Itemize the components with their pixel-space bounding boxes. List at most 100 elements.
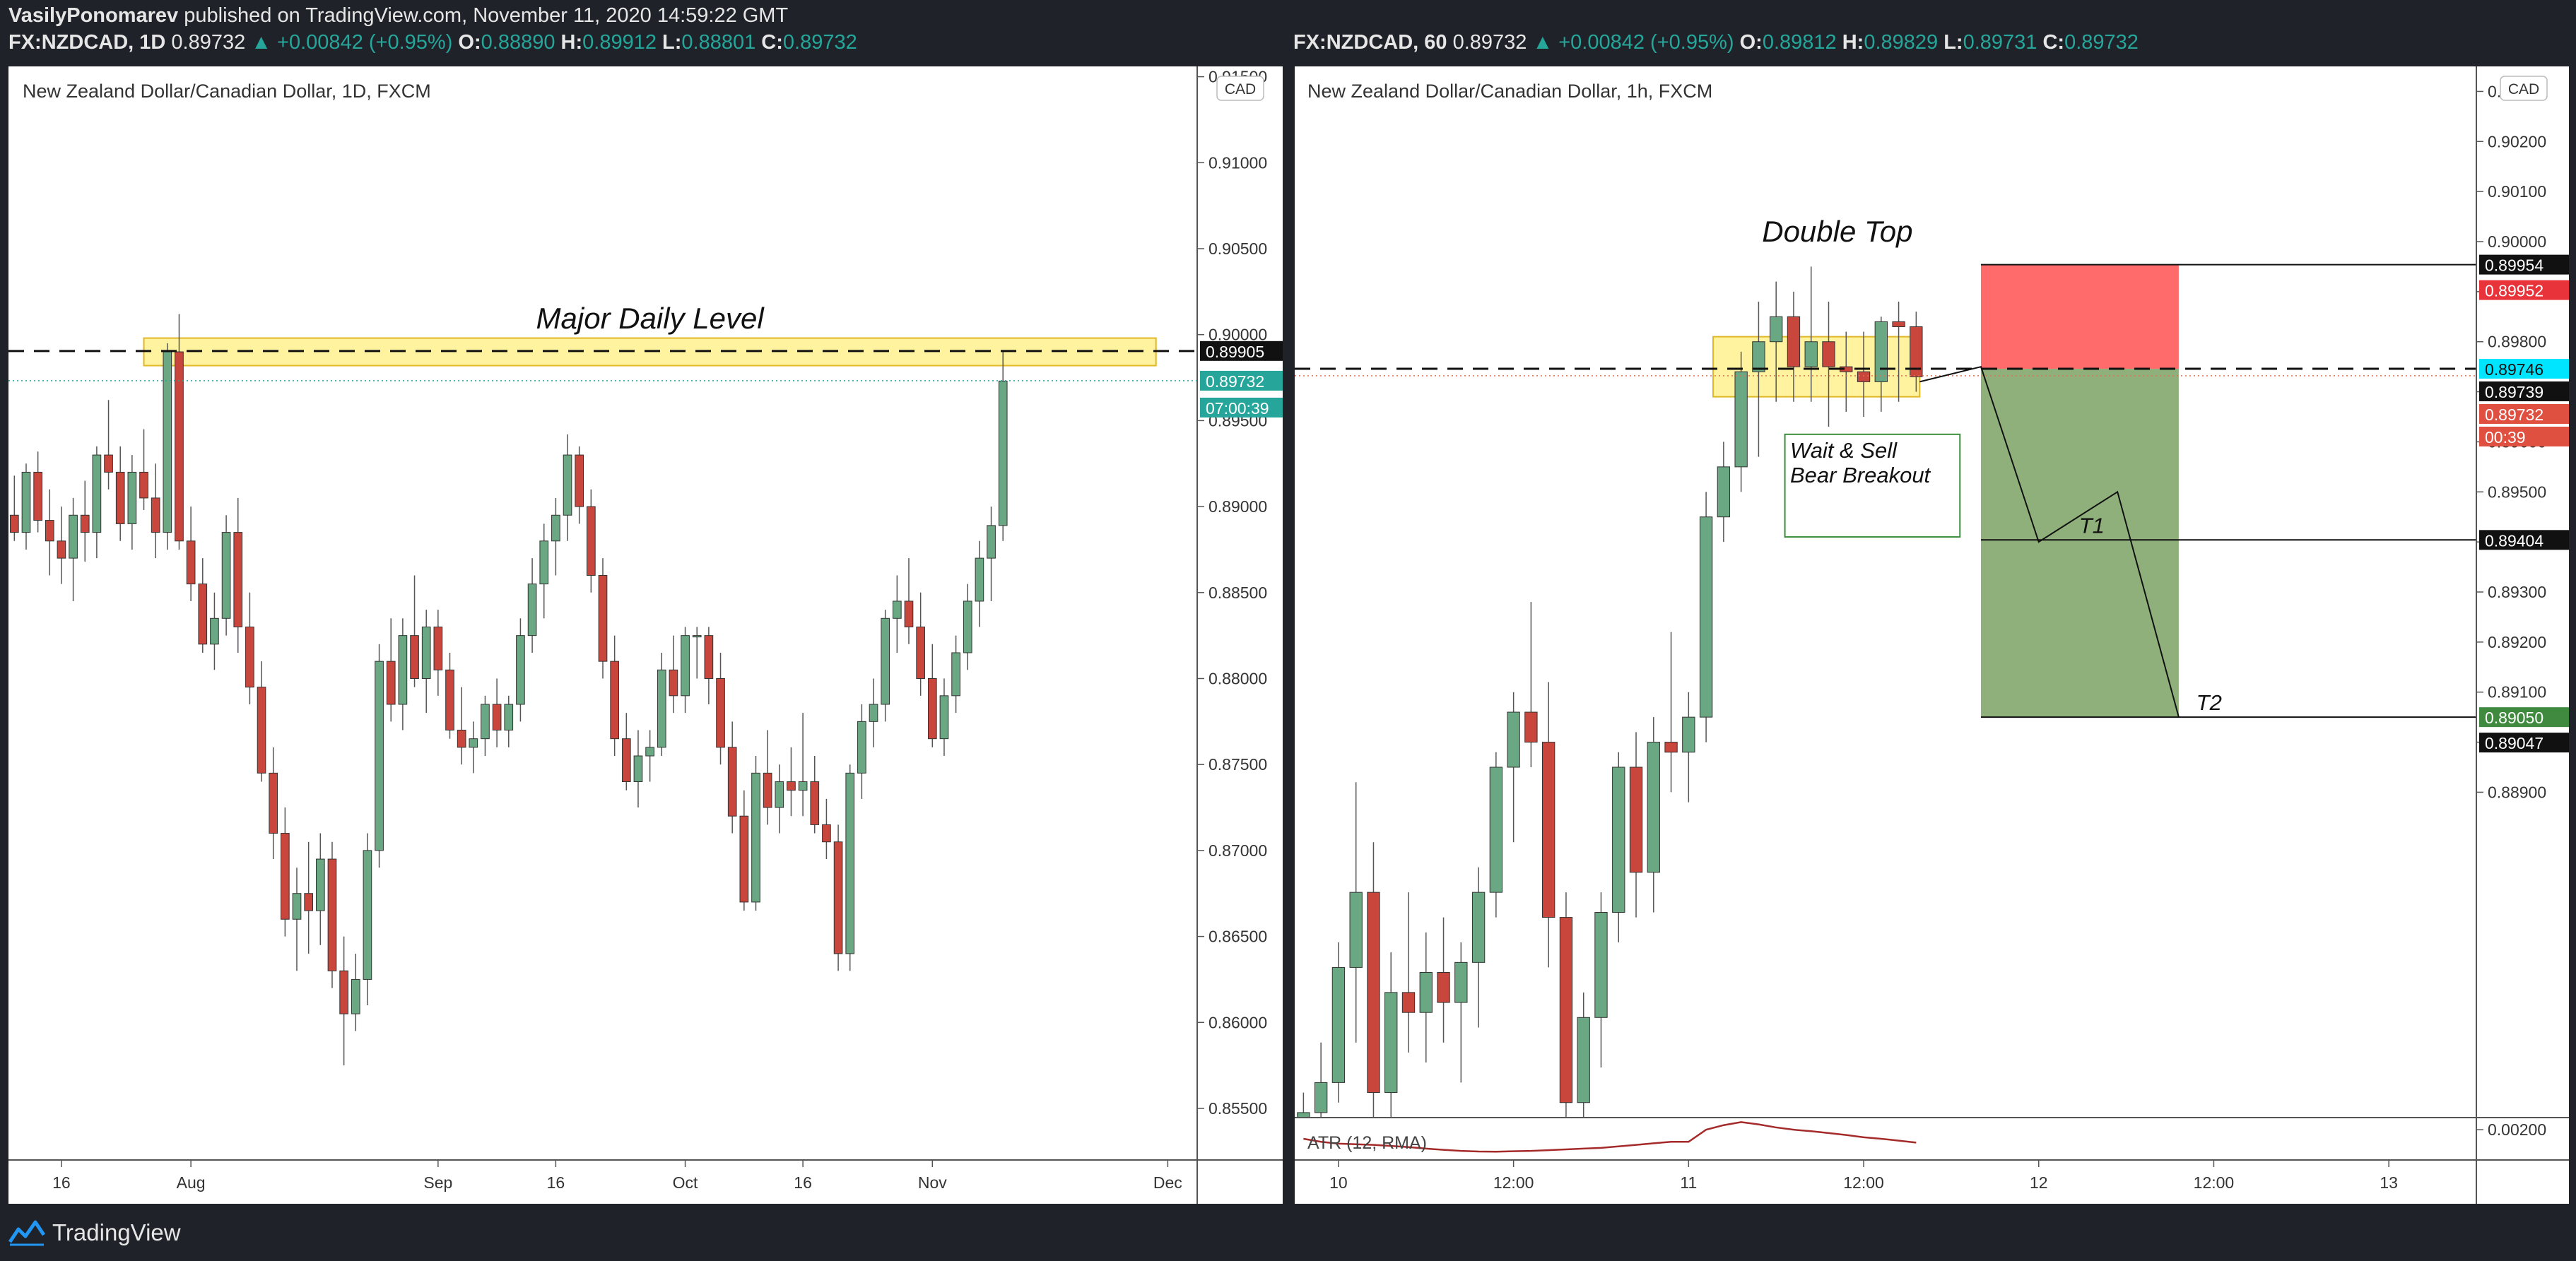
- bull-candle: [21, 471, 31, 533]
- bear-candle: [916, 626, 925, 679]
- double-top-label: Double Top: [1762, 215, 1912, 248]
- bear-candle: [492, 704, 502, 731]
- daily-chart-svg[interactable]: 0.85500 0.86000 0.86500 0.87000 0.87500 0.880…: [8, 66, 1283, 1204]
- bear-candle: [621, 738, 631, 783]
- bear-candle: [1910, 326, 1923, 377]
- bear-candle: [1787, 316, 1801, 367]
- bull-candle: [1770, 316, 1783, 343]
- currency-badge: CAD: [1225, 81, 1256, 97]
- bull-candle: [469, 738, 478, 748]
- right-high: 0.89829: [1864, 31, 1939, 54]
- chart-title: New Zealand Dollar/Canadian Dollar, 1D, …: [23, 81, 431, 102]
- t2-price-green-label: 0.89050: [2485, 709, 2543, 727]
- bull-candle: [421, 626, 431, 679]
- t2-price-black-label: 0.89047: [2485, 734, 2543, 752]
- right-price: 0.89732: [1452, 31, 1527, 54]
- y-tick-label: 0.89100: [2488, 683, 2546, 701]
- bull-candle: [1647, 742, 1660, 873]
- bull-candle: [375, 661, 384, 851]
- t2-label: T2: [2196, 690, 2222, 715]
- y-tick-label: 0.89200: [2488, 633, 2546, 651]
- bear-candle: [151, 497, 160, 533]
- bull-candle: [398, 635, 408, 705]
- level-price-label: 0.89905: [1206, 343, 1264, 361]
- projected-path: [1919, 365, 2180, 718]
- y-tick-label: 0.86000: [1208, 1013, 1267, 1031]
- left-c-label: C:: [761, 31, 783, 54]
- bear-candle: [410, 635, 419, 679]
- currency-badge-bg: [2500, 76, 2548, 101]
- author-name[interactable]: VasilyPonomarev: [8, 4, 179, 27]
- bull-candle: [351, 978, 360, 1014]
- entry-price-label: 0.89746: [2485, 360, 2543, 379]
- y-tick-label: 0.90500: [1208, 239, 1267, 258]
- bear-candle: [33, 471, 42, 521]
- bull-candle: [210, 617, 219, 645]
- bear-candle: [115, 471, 125, 524]
- bull-candle: [951, 652, 960, 697]
- left-o-label: O:: [458, 31, 481, 54]
- bull-candle: [516, 635, 525, 705]
- level-price-label-bg: [1200, 341, 1283, 361]
- bull-candle: [539, 540, 549, 585]
- right-open: 0.89812: [1762, 31, 1837, 54]
- bull-candle: [315, 858, 325, 911]
- y-tick-label: 0.88000: [1208, 669, 1267, 687]
- bear-candle: [787, 781, 796, 791]
- bull-candle: [92, 454, 102, 533]
- bull-candle: [845, 772, 855, 954]
- last-price-label-bg: [2479, 403, 2569, 424]
- bear-candle: [339, 970, 348, 1014]
- note-box: [1784, 433, 1961, 538]
- left-price: 0.89732: [171, 31, 246, 54]
- bear-candle: [904, 600, 914, 627]
- stop-price-label-bg: [2479, 254, 2569, 275]
- bull-candle: [1489, 766, 1503, 893]
- bull-candle: [127, 471, 137, 524]
- x-tick-label: Oct: [673, 1173, 698, 1192]
- bull-candle: [963, 600, 972, 653]
- daily-chart-panel[interactable]: 0.85500 0.86000 0.86500 0.87000 0.87500 0.880…: [8, 66, 1283, 1204]
- bear-candle: [9, 514, 19, 533]
- x-tick-label: 12:00: [1493, 1173, 1534, 1192]
- bull-candle: [1682, 716, 1695, 753]
- bear-candle: [304, 893, 313, 911]
- x-tick-label: Nov: [918, 1173, 947, 1192]
- y-tick-label: 0.90000: [2488, 232, 2546, 251]
- x-tick-label: Sep: [423, 1173, 452, 1192]
- bear-candle: [1524, 711, 1538, 743]
- publisher-line: VasilyPonomarev published on TradingView…: [8, 4, 788, 28]
- tradingview-brand[interactable]: TradingView: [52, 1219, 181, 1245]
- right-o-label: O:: [1739, 31, 1763, 54]
- left-change: ▲ +0.00842 (+0.95%): [251, 31, 453, 54]
- right-h-label: H:: [1842, 31, 1864, 54]
- tradingview-logo-icon[interactable]: [8, 1218, 45, 1246]
- x-tick-label: 16: [794, 1173, 812, 1192]
- bear-candle: [1559, 917, 1573, 1103]
- bull-candle: [1804, 341, 1818, 367]
- bar-countdown-label: 00:39: [2485, 428, 2526, 446]
- t1-price-label: 0.89404: [2485, 531, 2543, 550]
- bear-candle: [1822, 341, 1835, 367]
- bull-candle: [1699, 516, 1713, 718]
- last-price-label-bg: [1200, 370, 1283, 391]
- stop-price-red-label: 0.89952: [2485, 282, 2543, 300]
- x-tick-label: 12:00: [2194, 1173, 2235, 1192]
- stop-price-label: 0.89954: [2485, 256, 2543, 275]
- bear-candle: [386, 661, 396, 705]
- bull-candle: [504, 704, 514, 731]
- bear-candle: [739, 815, 749, 903]
- bull-candle: [1471, 892, 1486, 963]
- bull-candle: [692, 635, 702, 638]
- right-c-label: C:: [2042, 31, 2065, 54]
- bull-candle: [221, 532, 231, 619]
- y-tick-label: 0.87500: [1208, 755, 1267, 774]
- x-tick-label: 10: [1329, 1173, 1348, 1192]
- hourly-chart-panel[interactable]: Double Top Wait & Sell Bear Breakout T1 T2 0.…: [1295, 66, 2569, 1204]
- right-symbol: FX:NZDCAD, 60: [1293, 31, 1447, 54]
- bear-candle: [433, 626, 443, 670]
- bull-candle: [1384, 992, 1398, 1094]
- take-profit-zone: [1980, 368, 2179, 718]
- bear-candle: [810, 781, 820, 825]
